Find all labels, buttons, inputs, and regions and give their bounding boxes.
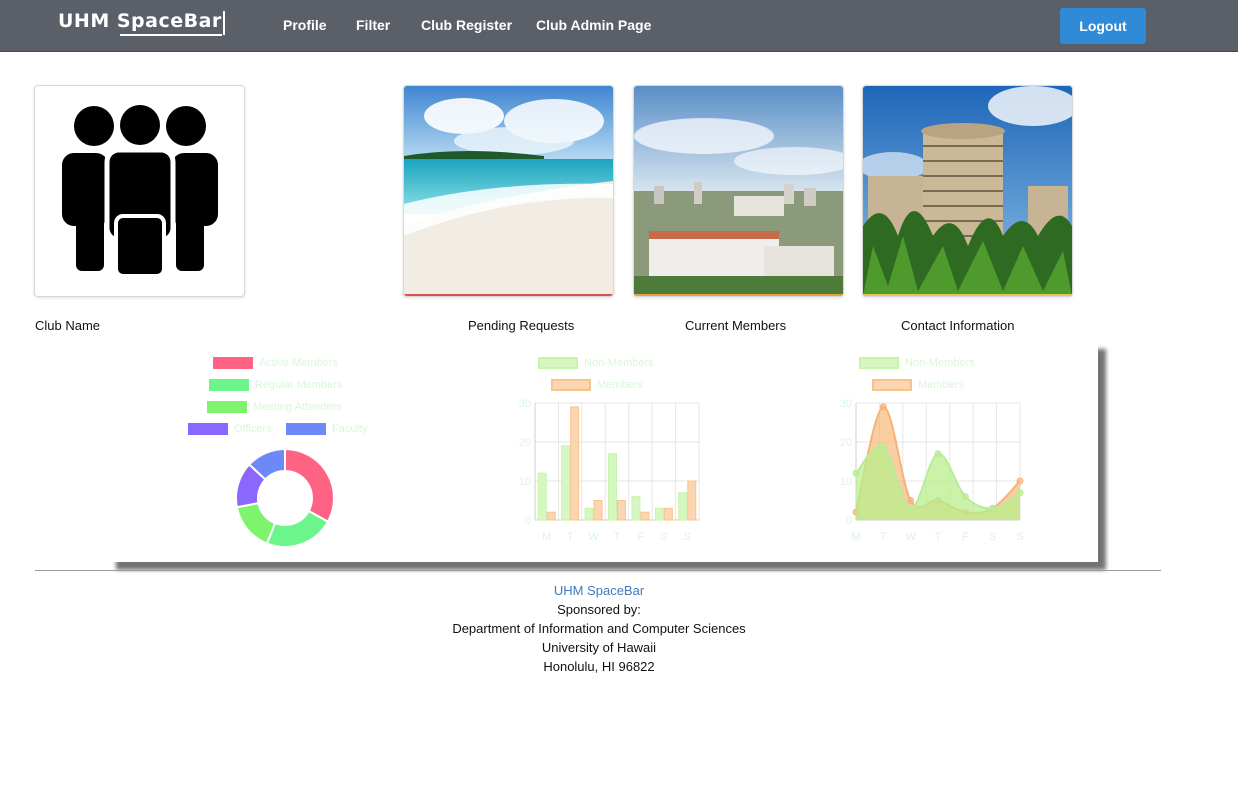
bar-nonmembers[interactable] bbox=[631, 496, 641, 521]
y-tick-label: 0 bbox=[846, 515, 852, 527]
pending-requests-label: Pending Requests bbox=[468, 318, 575, 333]
point-nonmembers[interactable] bbox=[934, 450, 942, 458]
bar-members[interactable] bbox=[570, 406, 580, 521]
x-tick-label: F bbox=[637, 531, 644, 543]
footer-divider bbox=[35, 570, 1161, 571]
nav-profile-link[interactable]: Profile bbox=[283, 17, 327, 33]
club-members-icon bbox=[62, 105, 218, 278]
nav-club-register-link[interactable]: Club Register bbox=[421, 17, 513, 33]
y-tick-label: 0 bbox=[525, 515, 531, 527]
line-legend-nonmembers[interactable]: Non-Members bbox=[859, 357, 975, 370]
y-tick-label: 10 bbox=[840, 476, 852, 488]
legend-active-members[interactable]: Active Members bbox=[213, 357, 338, 370]
bar-nonmembers[interactable] bbox=[537, 472, 547, 521]
y-tick-label: 10 bbox=[519, 476, 531, 488]
bar-members[interactable] bbox=[593, 500, 603, 521]
y-tick-label: 20 bbox=[840, 437, 852, 449]
point-nonmembers[interactable] bbox=[989, 504, 997, 512]
doughnut-slice[interactable] bbox=[247, 447, 286, 481]
bar-nonmembers[interactable] bbox=[561, 445, 571, 521]
logout-button[interactable]: Logout bbox=[1060, 8, 1146, 44]
bar-legend-nonmembers[interactable]: Non-Members bbox=[538, 357, 654, 370]
city-photo bbox=[634, 86, 843, 296]
legend-meeting-attenders[interactable]: Meeting Attenders bbox=[207, 401, 342, 414]
weekly-area-chart: 0 10 20 30 M T W T F S S bbox=[840, 398, 1024, 543]
point-nonmembers[interactable] bbox=[961, 493, 969, 501]
x-tick-label: T bbox=[880, 531, 887, 543]
x-tick-label: S bbox=[660, 531, 667, 543]
legend-officers[interactable]: Officers bbox=[188, 423, 272, 436]
brand-logo[interactable]: UHM SpaceBar bbox=[58, 10, 225, 36]
legend-regular-members[interactable]: Regular Members bbox=[209, 379, 342, 392]
x-tick-label: S bbox=[989, 531, 996, 543]
x-tick-label: T bbox=[567, 531, 574, 543]
current-members-label: Current Members bbox=[685, 318, 787, 333]
point-nonmembers[interactable] bbox=[879, 442, 887, 450]
point-nonmembers[interactable] bbox=[852, 469, 860, 477]
footer-home-link[interactable]: UHM SpaceBar bbox=[553, 583, 645, 598]
contact-information-card[interactable] bbox=[862, 85, 1073, 297]
x-tick-label: W bbox=[905, 531, 916, 543]
x-tick-label: S bbox=[684, 531, 691, 543]
bar-nonmembers[interactable] bbox=[654, 507, 664, 521]
x-tick-label: M bbox=[542, 531, 551, 543]
club-name-card[interactable] bbox=[34, 85, 245, 297]
area-nonmembers bbox=[856, 445, 1020, 520]
brand-text: UHM SpaceBar bbox=[58, 10, 222, 32]
nav-filter-link[interactable]: Filter bbox=[356, 17, 391, 33]
membership-doughnut-chart bbox=[235, 447, 335, 548]
point-nonmembers[interactable] bbox=[1016, 489, 1024, 497]
footer-sponsored: Sponsored by: bbox=[557, 602, 641, 617]
nav-club-admin-link[interactable]: Club Admin Page bbox=[536, 17, 652, 33]
campus-building-photo bbox=[863, 86, 1072, 296]
line-legend-members[interactable]: Members bbox=[872, 379, 964, 392]
bar-members[interactable] bbox=[687, 480, 697, 521]
club-name-label: Club Name bbox=[35, 318, 101, 333]
footer: UHM SpaceBar Sponsored by: Department of… bbox=[0, 581, 1198, 676]
beach-photo bbox=[404, 86, 613, 296]
bar-nonmembers[interactable] bbox=[608, 453, 617, 521]
footer-university: University of Hawaii bbox=[541, 640, 657, 655]
y-tick-label: 30 bbox=[519, 398, 531, 410]
legend-faculty[interactable]: Faculty bbox=[286, 423, 367, 436]
bar-legend-members[interactable]: Members bbox=[551, 379, 643, 392]
x-tick-label: M bbox=[851, 531, 860, 543]
doughnut-slice[interactable] bbox=[284, 447, 335, 523]
y-tick-label: 20 bbox=[519, 437, 531, 449]
bar-members[interactable] bbox=[663, 507, 673, 521]
doughnut-slice[interactable] bbox=[265, 509, 330, 548]
footer-address: Honolulu, HI 96822 bbox=[543, 659, 655, 674]
point-members[interactable] bbox=[907, 497, 915, 504]
x-tick-label: S bbox=[1016, 531, 1023, 543]
point-members[interactable] bbox=[1016, 477, 1024, 485]
x-tick-label: F bbox=[962, 531, 969, 543]
point-members[interactable] bbox=[879, 403, 887, 411]
bar-nonmembers[interactable] bbox=[584, 507, 594, 521]
doughnut-slice[interactable] bbox=[235, 501, 277, 545]
y-tick-label: 30 bbox=[840, 398, 852, 410]
x-tick-label: W bbox=[588, 531, 599, 543]
point-nonmembers[interactable] bbox=[907, 504, 915, 512]
navbar: UHM SpaceBar Profile Filter Club Registe… bbox=[0, 0, 1238, 52]
bar-nonmembers[interactable] bbox=[678, 492, 688, 521]
current-members-card[interactable] bbox=[633, 85, 844, 297]
bar-members[interactable] bbox=[640, 511, 650, 521]
footer-department: Department of Information and Computer S… bbox=[452, 621, 746, 636]
contact-information-label: Contact Information bbox=[901, 318, 1015, 333]
x-tick-label: T bbox=[935, 531, 942, 543]
bar-members[interactable] bbox=[617, 500, 626, 521]
weekly-bar-chart: 0 10 20 30 M T W T F S S bbox=[519, 398, 700, 543]
bar-members[interactable] bbox=[546, 511, 556, 521]
x-tick-label: T bbox=[614, 531, 621, 543]
pending-requests-card[interactable] bbox=[403, 85, 614, 297]
